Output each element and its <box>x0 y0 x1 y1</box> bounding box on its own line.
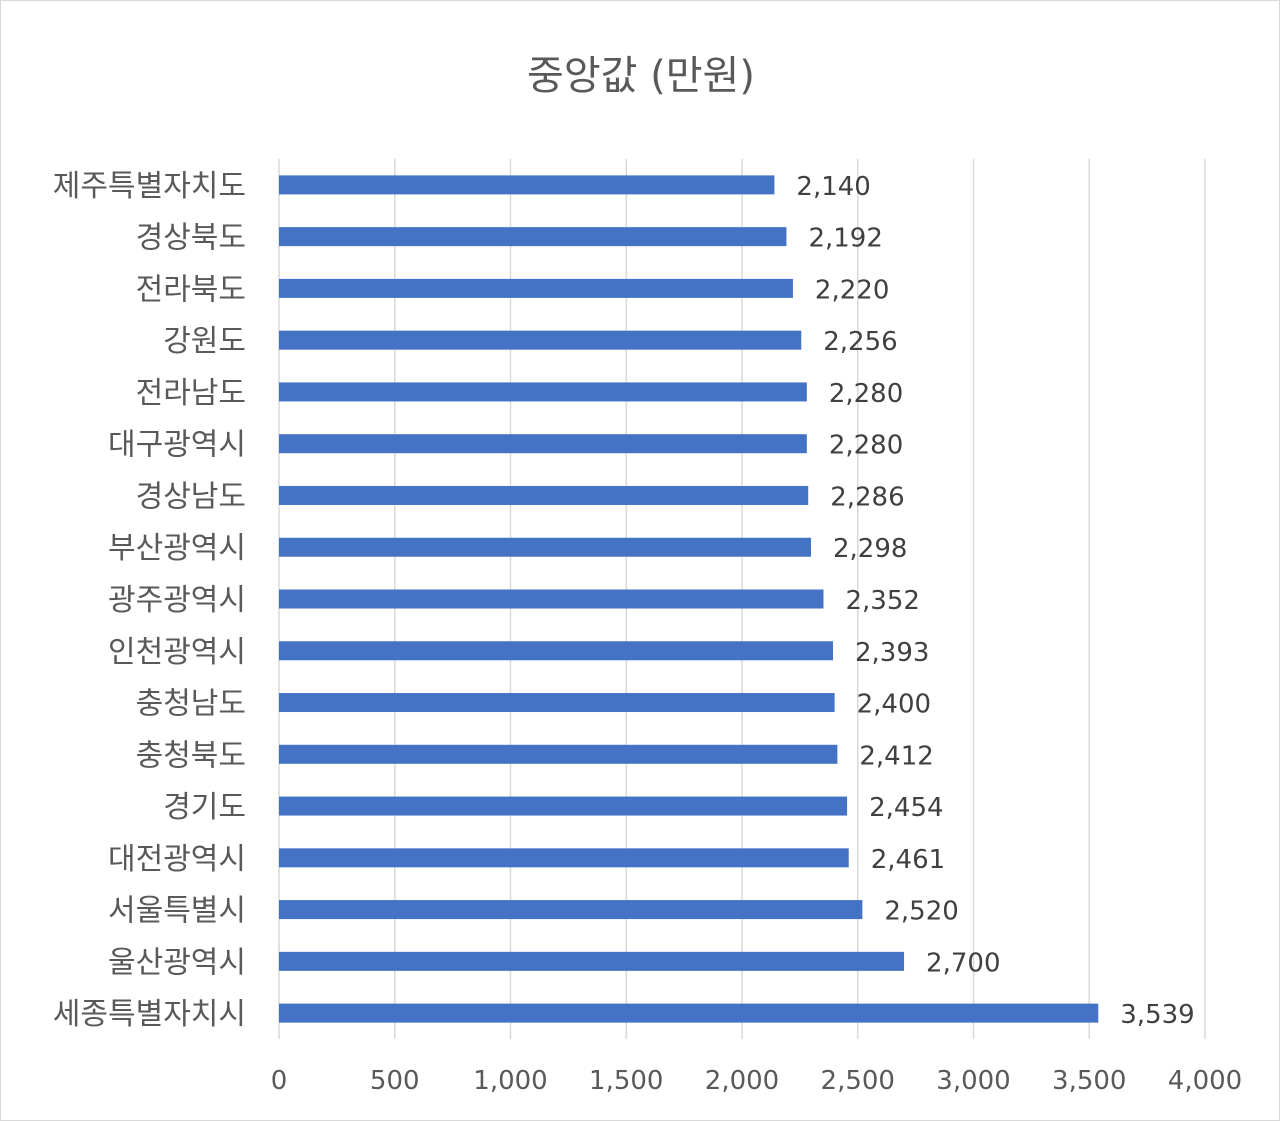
x-tick-label: 2,000 <box>705 1066 779 1096</box>
category-label: 부산광역시 <box>108 531 246 566</box>
bar <box>279 744 838 764</box>
data-label: 2,393 <box>855 638 929 668</box>
data-label: 2,298 <box>833 534 907 564</box>
category-label: 경상북도 <box>136 221 246 256</box>
data-label: 3,539 <box>1120 1000 1194 1030</box>
chart-title: 중앙값 (만원) <box>527 53 755 99</box>
bar <box>279 900 863 920</box>
category-label: 충청북도 <box>136 738 246 773</box>
category-label: 인천광역시 <box>108 635 246 670</box>
category-label: 서울특별시 <box>108 894 246 929</box>
bar <box>279 382 807 402</box>
x-tick-label: 3,500 <box>1052 1066 1126 1096</box>
category-label: 제주특별자치도 <box>53 169 246 204</box>
data-label: 2,461 <box>871 845 945 875</box>
data-label: 2,520 <box>884 897 958 927</box>
data-label: 2,352 <box>845 586 919 616</box>
data-label: 2,700 <box>926 948 1000 978</box>
data-label: 2,280 <box>829 379 903 409</box>
data-label: 2,256 <box>823 327 897 357</box>
x-tick-label: 4,000 <box>1168 1066 1242 1096</box>
x-tick-label: 1,000 <box>473 1066 547 1096</box>
bar <box>279 693 835 713</box>
data-labels: 2,140 2,192 2,220 2,256 2,280 2,280 2,286 2,298… <box>796 172 1194 1030</box>
bars <box>279 175 1099 1023</box>
data-label: 2,280 <box>829 431 903 461</box>
bar <box>279 278 793 298</box>
bar <box>279 330 802 350</box>
data-label: 2,220 <box>815 275 889 305</box>
category-label: 강원도 <box>163 324 246 359</box>
data-label: 2,454 <box>869 793 943 823</box>
bar <box>279 175 775 195</box>
data-label: 2,286 <box>830 482 904 512</box>
x-tick-label: 500 <box>370 1066 420 1096</box>
category-label: 경기도 <box>163 790 246 825</box>
category-label: 경상남도 <box>136 479 246 514</box>
category-label: 울산광역시 <box>108 945 246 980</box>
category-labels: 제주특별자치도경상북도전라북도강원도전라남도대구광역시경상남도부산광역시광주광역… <box>53 169 246 1032</box>
category-label: 광주광역시 <box>108 583 246 618</box>
x-axis-tick-labels: 0 500 1,000 1,500 2,000 2,500 3,000 3,500 4,000 <box>271 1066 1242 1096</box>
data-label: 2,140 <box>796 172 870 202</box>
bar <box>279 434 807 454</box>
bar <box>279 589 824 609</box>
data-label: 2,412 <box>859 741 933 771</box>
bar <box>279 485 809 505</box>
data-label: 2,192 <box>808 224 882 254</box>
data-label: 2,400 <box>857 690 931 720</box>
category-label: 충청남도 <box>136 687 246 722</box>
bar <box>279 641 833 661</box>
bar <box>279 227 787 247</box>
x-tick-label: 2,500 <box>821 1066 895 1096</box>
bar <box>279 1003 1099 1023</box>
bar <box>279 796 848 816</box>
x-tick-label: 0 <box>271 1066 288 1096</box>
x-tick-label: 1,500 <box>589 1066 663 1096</box>
bar <box>279 537 811 557</box>
category-label: 전라북도 <box>136 272 246 307</box>
category-label: 세종특별자치시 <box>53 997 246 1032</box>
bar <box>279 848 849 868</box>
category-label: 대구광역시 <box>108 428 246 463</box>
category-label: 전라남도 <box>136 376 246 411</box>
category-label: 대전광역시 <box>108 842 246 877</box>
x-tick-label: 3,000 <box>936 1066 1010 1096</box>
bar <box>279 951 905 971</box>
